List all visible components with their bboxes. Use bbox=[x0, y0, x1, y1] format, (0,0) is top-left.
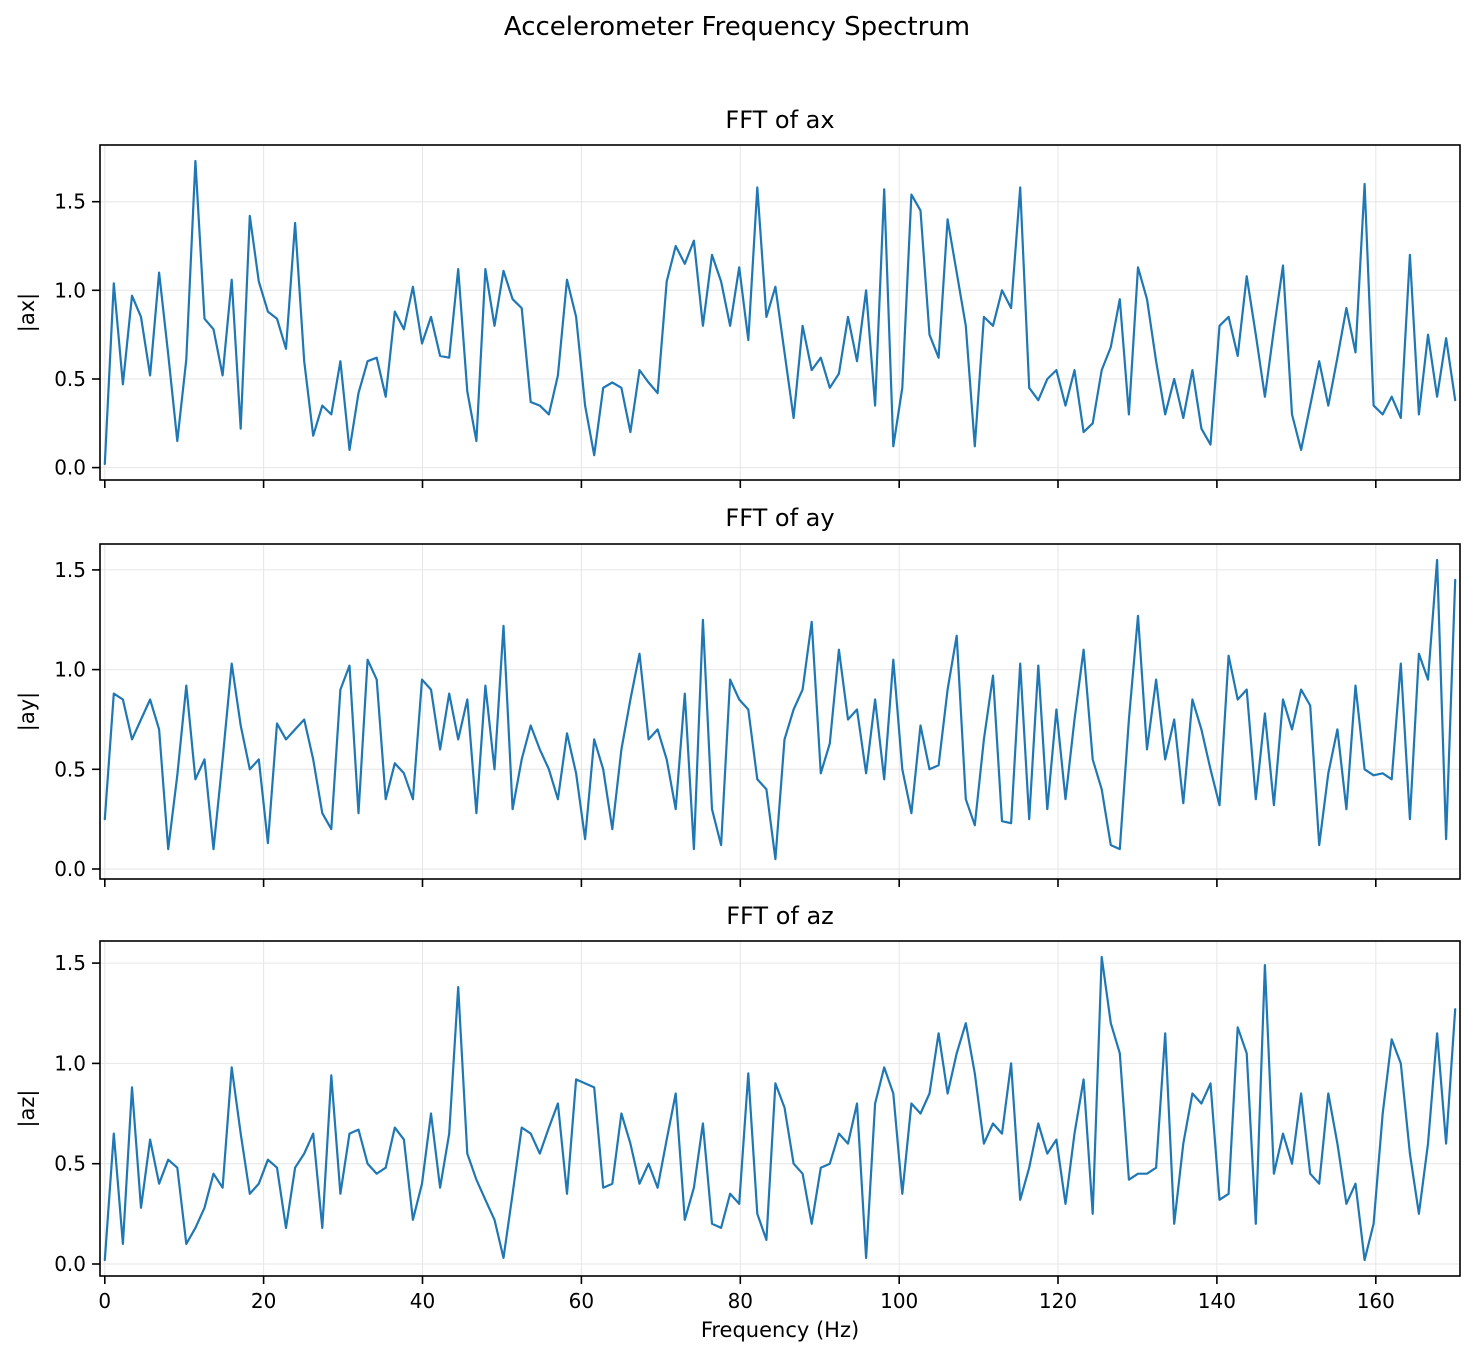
x-tick-label: 140 bbox=[1198, 1289, 1236, 1313]
x-tick-label: 100 bbox=[880, 1289, 918, 1313]
series-line bbox=[103, 955, 1457, 1262]
subplot-ax-title: FFT of ax bbox=[725, 106, 835, 134]
subplot-ax-plot: 0.0 0.5 1.0 1.5 |ax| bbox=[15, 144, 1461, 488]
y-tick-label: 0.5 bbox=[54, 367, 86, 391]
x-tick-label: 20 bbox=[251, 1289, 276, 1313]
subplot-az-title: FFT of az bbox=[726, 902, 834, 930]
y-axis-label: |az| bbox=[15, 1089, 40, 1127]
x-tick-label: 0 bbox=[98, 1289, 111, 1313]
tick-labels: 0.0 0.5 1.0 1.5 0 20 40 60 80 100 120 140 160 bbox=[54, 951, 1395, 1313]
y-tick-label: 1.5 bbox=[54, 558, 86, 582]
y-axis-label: |ax| bbox=[15, 293, 40, 332]
tick-marks bbox=[92, 200, 1377, 488]
y-axis-label: |ay| bbox=[15, 692, 40, 731]
y-tick-label: 1.5 bbox=[54, 190, 86, 214]
subplot-ay-plot: 0.0 0.5 1.0 1.5 |ay| bbox=[15, 543, 1461, 887]
axes-spines bbox=[99, 543, 1461, 880]
series-line bbox=[103, 159, 1457, 466]
tick-labels: 0.0 0.5 1.0 1.5 bbox=[54, 190, 86, 480]
y-tick-label: 1.5 bbox=[54, 951, 86, 975]
subplot-ay-title: FFT of ay bbox=[725, 504, 835, 532]
y-tick-label: 1.0 bbox=[54, 658, 86, 682]
x-tick-label: 40 bbox=[410, 1289, 435, 1313]
gridlines bbox=[100, 145, 1460, 480]
x-tick-label: 160 bbox=[1357, 1289, 1395, 1313]
y-tick-label: 0.5 bbox=[54, 1152, 86, 1176]
x-tick-label: 60 bbox=[569, 1289, 594, 1313]
axes-spines bbox=[99, 940, 1461, 1277]
y-tick-label: 1.0 bbox=[54, 1051, 86, 1075]
axes-spines bbox=[99, 144, 1461, 481]
x-tick-label: 80 bbox=[728, 1289, 753, 1313]
tick-marks bbox=[92, 962, 1377, 1284]
y-tick-label: 0.0 bbox=[54, 456, 86, 480]
gridlines bbox=[100, 941, 1460, 1276]
x-axis-label: Frequency (Hz) bbox=[700, 1318, 860, 1342]
tick-marks bbox=[92, 569, 1377, 887]
gridlines bbox=[100, 544, 1460, 879]
series-line bbox=[103, 558, 1457, 861]
figure-title: Accelerometer Frequency Spectrum bbox=[503, 12, 971, 42]
subplot-az-plot: 0.0 0.5 1.0 1.5 0 20 40 60 80 100 120 140 160 |az| bbox=[15, 940, 1461, 1313]
y-tick-label: 0.0 bbox=[54, 857, 86, 881]
y-tick-label: 0.0 bbox=[54, 1252, 86, 1276]
x-tick-label: 120 bbox=[1039, 1289, 1077, 1313]
y-tick-label: 1.0 bbox=[54, 278, 86, 302]
tick-labels: 0.0 0.5 1.0 1.5 bbox=[54, 558, 86, 881]
y-tick-label: 0.5 bbox=[54, 757, 86, 781]
